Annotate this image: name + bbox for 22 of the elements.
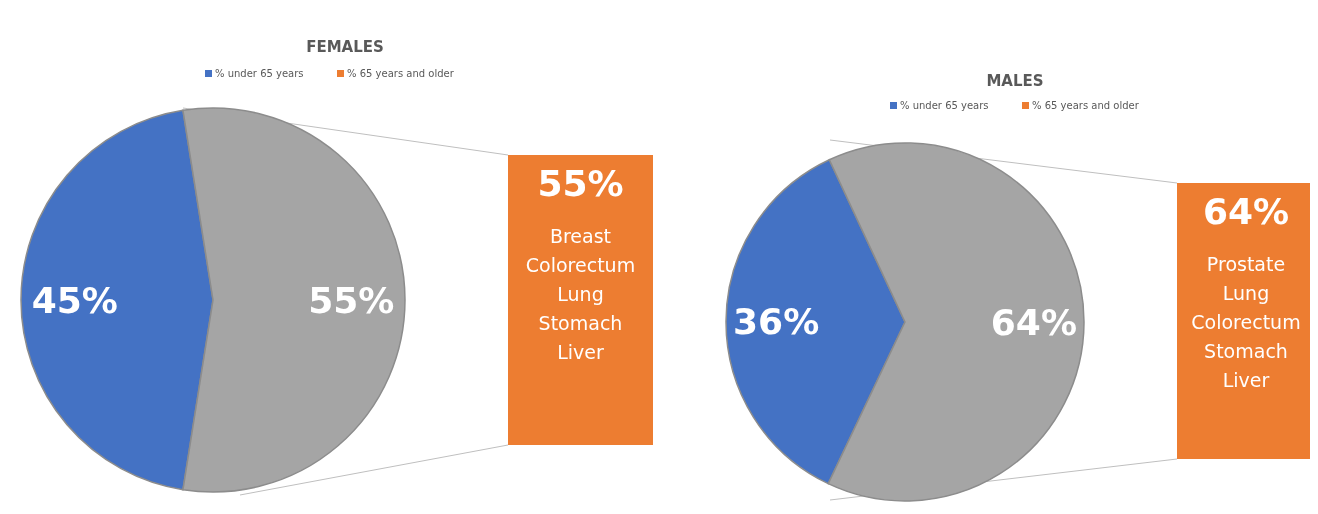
legend-label: % under 65 years <box>214 68 304 79</box>
text: Colorectum <box>1191 310 1301 335</box>
text: Liver <box>557 340 604 365</box>
data-label: 55% <box>537 163 624 204</box>
chart-title: MALES <box>985 72 1045 90</box>
category-label: % 65 years and older <box>346 68 454 79</box>
text: Lung <box>1222 281 1270 306</box>
text: Breast <box>549 224 612 249</box>
text: Stomach <box>538 311 623 336</box>
data-label: 45% <box>31 279 118 321</box>
data-label: 55% <box>308 279 395 321</box>
data-label: 64% <box>1202 191 1290 232</box>
legend-label: % under 65 years <box>899 100 989 111</box>
data-label: 64% <box>990 301 1077 343</box>
chart-title: FEMALES <box>305 38 385 56</box>
text: Lung <box>557 282 604 307</box>
text: Colorectum <box>525 253 636 278</box>
data-label: 36% <box>733 301 820 343</box>
text: Stomach <box>1204 339 1288 364</box>
text: Liver <box>1222 368 1270 393</box>
category-label: % 65 years and older <box>1031 100 1139 111</box>
text: Prostate <box>1206 252 1286 277</box>
